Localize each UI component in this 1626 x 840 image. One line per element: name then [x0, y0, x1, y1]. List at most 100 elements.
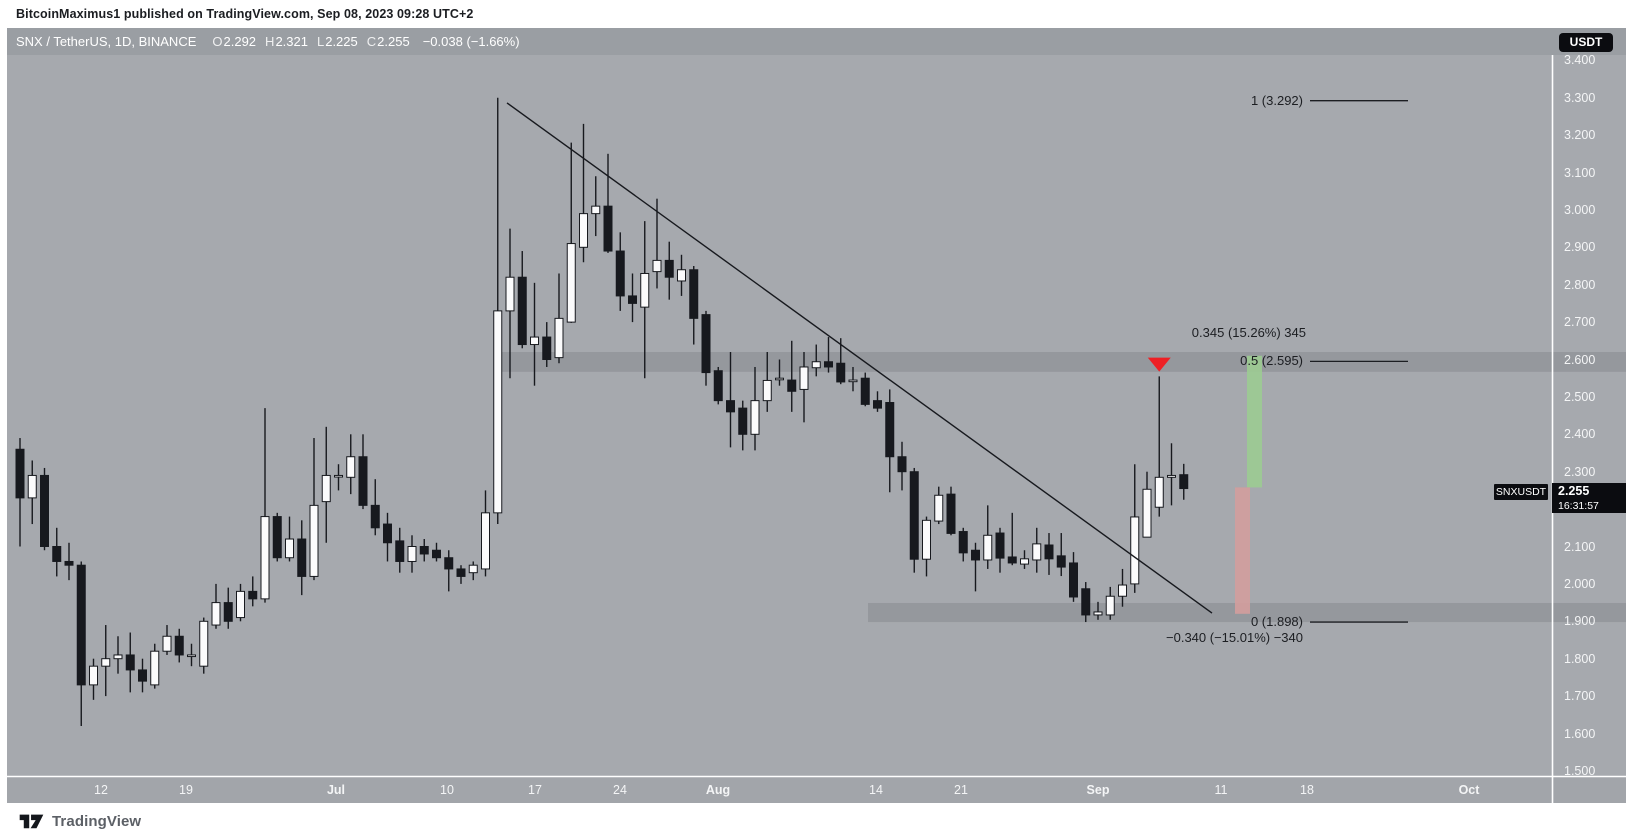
candle-body — [1154, 476, 1164, 508]
price-tick-label: 2.000 — [1564, 576, 1596, 591]
candle-body — [505, 276, 515, 312]
candle-body — [689, 269, 699, 319]
fib-level-label-0.5[interactable]: 0.5 (2.595) — [1240, 353, 1303, 369]
price-tick-label: 1.500 — [1564, 763, 1596, 778]
chart-pane[interactable] — [0, 55, 1626, 777]
fib-annotation-0[interactable]: 0.345 (15.26%) 345 — [1191, 324, 1306, 340]
candle-body — [456, 568, 466, 577]
candle-body — [1056, 555, 1066, 568]
candle-body — [1179, 474, 1189, 490]
candle-body — [138, 669, 147, 682]
candle-body — [285, 538, 294, 559]
candle-body — [162, 635, 172, 652]
candle-body — [334, 474, 343, 478]
candle-body — [321, 474, 331, 503]
price-tick-label: 1.600 — [1564, 726, 1596, 741]
candle-body — [52, 546, 62, 562]
candle-body — [664, 259, 674, 278]
candle-body — [909, 471, 919, 560]
candle-body — [187, 654, 196, 658]
time-tick-label: 24 — [613, 783, 627, 797]
tradingview-logo-icon — [19, 814, 44, 829]
candle-body — [346, 456, 356, 478]
candle-body — [1105, 595, 1115, 616]
price-tick-label: 2.500 — [1564, 389, 1596, 404]
candle-body — [726, 400, 735, 413]
time-tick-label: 19 — [179, 783, 193, 797]
candle-body — [101, 658, 111, 667]
time-tick-label: 14 — [869, 783, 883, 797]
candle-body — [211, 602, 221, 626]
candle-body — [860, 377, 870, 405]
candle-body — [1069, 562, 1078, 598]
fib-level-label-0[interactable]: 0 (1.898) — [1250, 614, 1303, 630]
candle-body — [395, 540, 405, 562]
resistance-zone[interactable] — [495, 352, 1626, 372]
high-value: 2.321 — [275, 34, 308, 49]
candle-body — [248, 590, 258, 600]
candle-body — [174, 635, 184, 656]
candle-body — [383, 523, 392, 544]
fib-level-label-1[interactable]: 1 (3.292) — [1250, 92, 1303, 108]
candle-body — [1093, 611, 1103, 616]
candle-body — [407, 546, 417, 562]
candle-body — [113, 654, 123, 660]
candle-body — [370, 504, 380, 529]
candle-body — [628, 295, 637, 304]
price-tick-label: 2.700 — [1564, 315, 1596, 330]
candle-body — [150, 650, 160, 686]
candle-body — [297, 538, 307, 577]
candle-body — [934, 494, 944, 522]
candle-body — [1081, 588, 1091, 616]
currency-toggle-button[interactable]: USDT — [1559, 33, 1613, 52]
symbol-title[interactable]: SNX / TetherUS, 1D, BINANCE — [16, 34, 197, 49]
symbol-price-tag: SNXUSDT — [1494, 484, 1548, 500]
candle-body — [836, 362, 846, 383]
price-tick-label: 3.400 — [1564, 53, 1596, 68]
candle-body — [885, 402, 895, 458]
trendline[interactable] — [506, 102, 1213, 614]
price-tick-label: 2.900 — [1564, 240, 1596, 255]
candle-body — [76, 564, 86, 686]
candle-body — [652, 259, 662, 273]
time-tick-label: Sep — [1086, 783, 1110, 797]
open-label: O — [212, 34, 223, 49]
low-label: L — [316, 34, 325, 49]
price-tick-label: 2.400 — [1564, 427, 1596, 442]
time-tick-label: 21 — [954, 783, 968, 797]
candle-body — [517, 276, 527, 346]
candle-body — [260, 516, 270, 600]
time-axis[interactable] — [0, 777, 1626, 803]
candle-body — [738, 407, 748, 435]
candle-body — [946, 493, 956, 534]
candle-body — [199, 620, 209, 667]
tradingview-logo[interactable]: TradingView — [18, 811, 141, 831]
close-value: 2.255 — [377, 34, 410, 49]
symbol-ohlc-row: SNX / TetherUS, 1D, BINANCE O2.292 H2.321 L… — [16, 28, 520, 55]
candle-body — [1044, 544, 1054, 560]
attribution-bar: BitcoinMaximus1 published on TradingView… — [0, 0, 1626, 28]
profit-zone-bar[interactable] — [1247, 355, 1262, 488]
time-tick-label: 17 — [528, 783, 542, 797]
candle-body — [873, 400, 882, 409]
candle-body — [799, 366, 809, 390]
candle-body — [272, 516, 282, 559]
candle-body — [468, 564, 478, 574]
time-tick-label: 10 — [440, 783, 454, 797]
candle-body — [701, 314, 711, 374]
price-tick-label: 3.200 — [1564, 128, 1596, 143]
sell-marker-icon[interactable] — [1147, 357, 1171, 372]
candle-body — [713, 370, 723, 402]
candle-body — [542, 336, 552, 360]
candle-body — [444, 557, 454, 570]
price-tick-label: 2.600 — [1564, 352, 1596, 367]
change-value: −0.038 (−1.66%) — [422, 34, 520, 49]
candle-body — [125, 654, 135, 671]
attribution-text: BitcoinMaximus1 published on TradingView… — [16, 7, 474, 21]
candle-body — [1118, 584, 1127, 597]
candle-body — [811, 361, 821, 369]
risk-zone-bar[interactable] — [1235, 487, 1250, 614]
fib-annotation-1[interactable]: −0.340 (−15.01%) −340 — [1166, 630, 1303, 646]
